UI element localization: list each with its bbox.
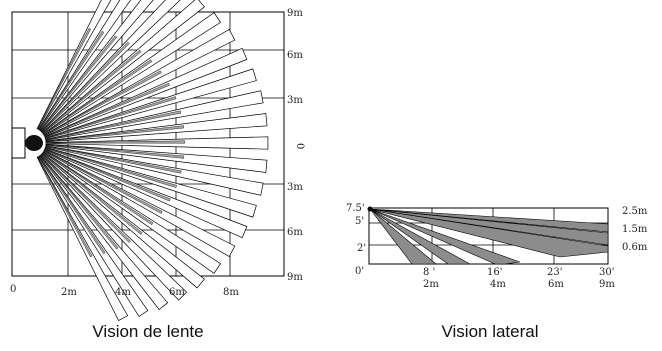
- fan-beam-shade: [38, 30, 105, 130]
- fan-beam-shade: [43, 150, 163, 214]
- fan-beam-shade: [42, 152, 143, 235]
- top-right-label-9m: 9m: [287, 8, 303, 19]
- fan-beam-shade: [45, 125, 184, 142]
- side-left-label-0ft: 0': [355, 266, 364, 277]
- top-view-caption: Vision de lente: [92, 322, 203, 341]
- top-view-diagram: 9m 6m 3m 0 3m 6m 9m 0 2m 4m 6m 8m Vision…: [10, 0, 305, 341]
- top-right-label-3m-lower: 3m: [287, 182, 303, 193]
- fan-beam-shade: [43, 151, 154, 226]
- side-bottom-feet-30: 30': [599, 267, 614, 278]
- side-right-label-1-5m: 1.5m: [622, 224, 648, 235]
- top-right-label-6m-lower: 6m: [287, 227, 303, 238]
- side-sensor-point: [367, 206, 373, 212]
- top-right-label-9m-lower: 9m: [287, 272, 303, 283]
- top-right-label-3m: 3m: [287, 95, 303, 106]
- side-bottom-feet-16: 16': [487, 267, 502, 278]
- side-bottom-meters-6: 6m: [548, 279, 564, 290]
- fan-beam-shade: [44, 148, 171, 202]
- side-view-beams: [369, 208, 609, 265]
- side-right-label-0-6m: 0.6m: [622, 242, 648, 253]
- fan-beam-shade: [45, 144, 185, 159]
- top-bottom-label-6m: 6m: [169, 287, 185, 298]
- top-right-label-6m: 6m: [287, 50, 303, 61]
- top-right-label-0: 0: [294, 143, 305, 149]
- fan-beam-shade: [44, 96, 177, 139]
- fan-beam-shade: [45, 110, 182, 141]
- side-view-caption: Vision lateral: [441, 322, 538, 341]
- side-bottom-feet-8: 8 ': [423, 267, 435, 278]
- fan-beam-shade: [44, 82, 170, 138]
- sensor-body: [11, 127, 26, 159]
- side-bottom-feet-23: 23': [547, 267, 562, 278]
- fan-beam-shade: [42, 59, 153, 135]
- side-view-diagram: 7.5' 5' 2' 0' 2.5m 1.5m 0.6m 8 ' 16' 23'…: [346, 203, 648, 341]
- top-bottom-label-4m: 4m: [115, 287, 131, 298]
- fan-beam-shade: [40, 153, 131, 243]
- side-beam-near-2: [369, 208, 471, 265]
- side-beam-lower: [369, 208, 609, 258]
- detection-fan: [36, 0, 269, 322]
- side-bottom-meters-9: 9m: [599, 279, 615, 290]
- fan-beam-shade: [43, 70, 162, 136]
- top-bottom-label-0: 0: [10, 284, 16, 295]
- side-left-label-7-5ft: 7.5': [346, 203, 365, 214]
- fan-beam-shade: [39, 35, 118, 131]
- fan-beam-shade: [39, 154, 119, 250]
- side-beam-near-1: [369, 208, 437, 265]
- side-beam-near-3: [369, 208, 521, 265]
- side-left-label-5ft: 5': [355, 216, 364, 227]
- fan-beam-shade: [45, 147, 177, 188]
- fan-beam-shade: [40, 41, 130, 132]
- fan-beam-shade: [37, 28, 91, 130]
- fan-beam-shade: [38, 155, 106, 255]
- top-bottom-label-2m: 2m: [61, 287, 77, 298]
- sensor-lens: [25, 135, 43, 151]
- side-bottom-meters-4: 4m: [490, 279, 506, 290]
- side-right-label-2-5m: 2.5m: [622, 206, 648, 217]
- side-left-label-2ft: 2': [357, 243, 366, 254]
- side-bottom-meters-2: 2m: [423, 279, 439, 290]
- fan-beam-shade: [45, 145, 182, 174]
- fan-beam-shade: [37, 156, 93, 258]
- top-bottom-label-8m: 8m: [223, 287, 239, 298]
- fan-beam-shade: [45, 140, 185, 144]
- fan-beam-shade: [41, 49, 142, 134]
